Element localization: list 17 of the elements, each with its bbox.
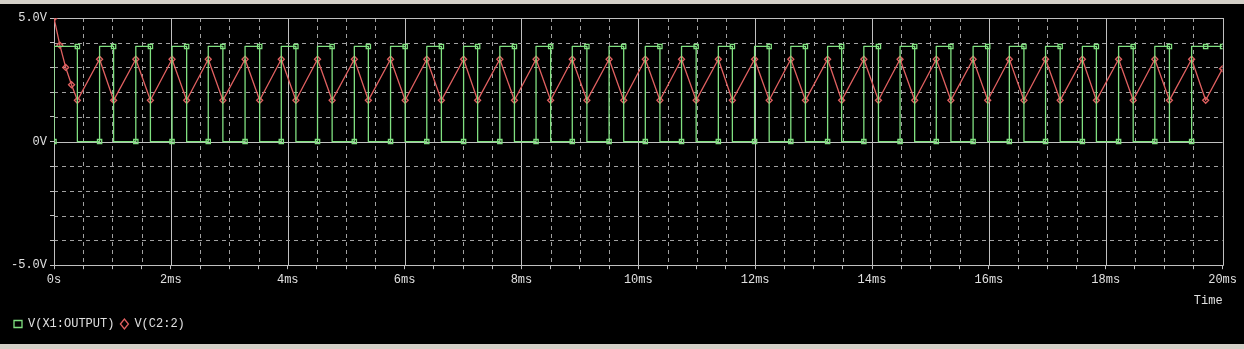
x-tick-label: 2ms (160, 272, 182, 287)
x-tick-label: 8ms (510, 272, 533, 287)
y-tick-label: 0V (32, 134, 48, 149)
x-tick-label: 20ms (1208, 272, 1237, 287)
y-tick-label: 5.0V (18, 11, 48, 26)
x-tick-label: 18ms (1091, 272, 1121, 287)
x-axis-title: Time (1193, 293, 1223, 308)
x-tick-label: 0s (46, 272, 62, 287)
legend-label: V(C2:2) (134, 317, 185, 332)
legend-label: V(X1:OUTPUT) (28, 317, 115, 332)
x-tick-label: 14ms (857, 272, 887, 287)
x-tick-label: 4ms (276, 272, 299, 287)
x-tick-label: 16ms (974, 272, 1004, 287)
x-tick-label: 12ms (740, 272, 770, 287)
x-tick-label: 10ms (623, 272, 653, 287)
x-tick-label: 6ms (393, 272, 416, 287)
y-tick-label: -5.0V (10, 258, 48, 273)
